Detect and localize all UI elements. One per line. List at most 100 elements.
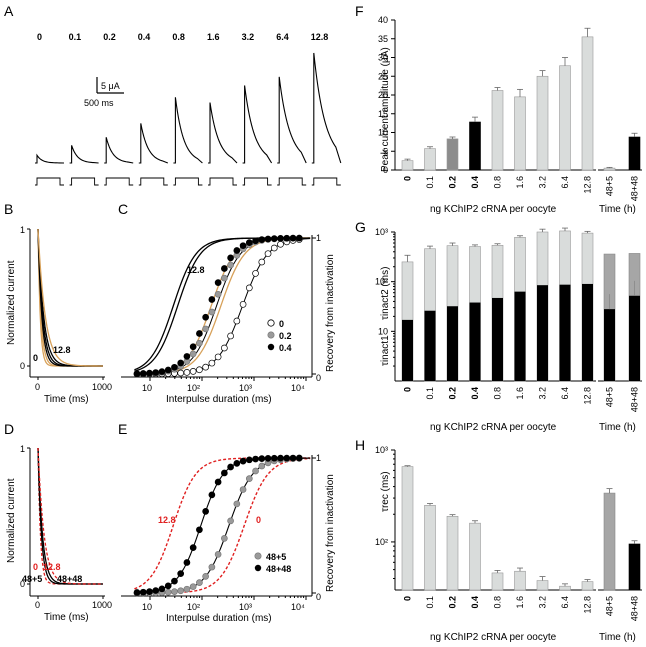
y-tick-label-0: 10² [375, 537, 388, 547]
panel-e-curves [133, 454, 311, 597]
voltage-step-4 [173, 177, 203, 186]
voltage-step-6 [242, 177, 272, 186]
data-point-0-4 [227, 254, 234, 262]
data-point-0-4 [214, 279, 222, 286]
current-trace-4 [173, 97, 203, 164]
bar-fast-6.4 [559, 284, 571, 381]
time-tick-label-0: 48+5 [605, 596, 615, 616]
panel-f-ylabel: Peak current amplitude (μA) [380, 47, 391, 172]
x-tick-label-1: 0.1 [425, 596, 435, 609]
x-tick-label-7: 6.4 [560, 596, 570, 609]
y-tick-label-1: 5 [383, 146, 388, 156]
current-trace-1 [69, 145, 99, 164]
voltage-step-1 [69, 177, 99, 186]
panel-b-annot-0: 0 [33, 353, 38, 363]
panel-b-ytick-1: 1 [20, 225, 25, 235]
panel-c-legend-0: 0 [279, 319, 284, 329]
data-point-0-4 [239, 242, 247, 250]
time-bar-fast-1 [629, 295, 640, 381]
data-point-0-4 [233, 247, 241, 254]
x-tick-label-4: 0.8 [493, 387, 503, 400]
panel-c-axes [121, 235, 316, 381]
data-point-0 [177, 369, 185, 377]
panel-d-xlabel: Time (ms) [44, 612, 89, 623]
panel-e-xtick-100: 10² [187, 602, 200, 612]
data-point-48-5 [164, 588, 172, 596]
data-point-0-4 [196, 330, 203, 337]
data-point-48-5 [239, 486, 247, 493]
data-point-0-4 [183, 353, 191, 360]
x-tick-label-0: 0 [403, 596, 413, 601]
data-point-48-5 [171, 588, 178, 595]
data-point-0-4 [283, 234, 291, 242]
panel-c-legend: 0 0.2 0.4 [267, 319, 292, 353]
y-tick-label-1: 10² [375, 277, 388, 287]
bar-fast-0.4 [469, 302, 481, 381]
data-point-48-48 [208, 491, 216, 499]
data-point-0-4 [164, 366, 172, 374]
bar-0.8 [491, 90, 504, 171]
data-point-48-48 [264, 455, 272, 462]
panel-label-d: D [4, 421, 14, 437]
current-trace-8 [311, 52, 342, 164]
fit-orange [134, 237, 311, 375]
data-point-0-2 [227, 261, 234, 269]
data-point-48-5 [214, 550, 222, 558]
panel-c-xtick-100: 10² [187, 383, 200, 393]
data-point-48-5 [196, 579, 203, 586]
data-point-48-5 [208, 563, 216, 571]
dose-label-6: 3.2 [242, 32, 255, 42]
data-point-48-48 [277, 454, 284, 462]
x-tick-label-2: 0.2 [448, 176, 458, 189]
x-tick-label-5: 1.6 [515, 176, 525, 189]
panel-h-ylabel: τrec (ms) [380, 471, 391, 512]
y-tick-label-5: 25 [378, 71, 388, 81]
bar-3.2 [536, 75, 549, 171]
panel-c-annot-12-8: 12.8 [187, 265, 205, 275]
panel-e-axes [121, 455, 316, 600]
panel-h-chart: 10² 10³ 0 0.1 0.2 0.4 0.8 1.6 3.2 6.4 12.8 48+5 48+4… [375, 445, 642, 621]
data-point-48-5 [189, 583, 197, 591]
bar-0 [401, 160, 414, 171]
x-tick-label-0: 0 [403, 176, 413, 181]
y-tick-label-2: 10 [378, 128, 388, 138]
data-point-0-4 [152, 369, 160, 376]
x-tick-label-8: 12.8 [583, 387, 593, 405]
decay-curve-red-12-8 [37, 447, 103, 585]
x-tick-label-6: 3.2 [538, 387, 548, 400]
bar-0.2 [446, 516, 459, 591]
data-point-0-4 [171, 363, 178, 371]
data-point-0-4 [202, 313, 209, 321]
fit-0-4 [134, 237, 311, 375]
panel-b-ytick-0: 0 [20, 361, 25, 371]
x-tick-label-8: 12.8 [583, 176, 593, 194]
bar-6.4 [559, 65, 571, 171]
panel-b-decay-curves [37, 228, 103, 367]
panel-c-xtick-10000: 10⁴ [291, 383, 305, 393]
dose-label-4: 0.8 [172, 32, 185, 42]
data-point-0 [270, 244, 278, 252]
panel-g-xlabel-time: Time (h) [599, 422, 636, 433]
data-point-0-4 [289, 234, 297, 242]
data-point-48-5 [177, 587, 185, 595]
panel-d-ytick-0: 0 [20, 579, 25, 589]
y-tick-label-2: 10³ [375, 227, 388, 237]
data-point-0-2 [189, 350, 197, 358]
panel-d-xtick-0: 0 [35, 600, 40, 610]
data-point-48-48 [258, 455, 266, 462]
data-point-48-48 [233, 460, 241, 467]
bar-0.1 [424, 148, 436, 171]
y-tick-label-7: 35 [378, 34, 388, 44]
data-point-0-4 [189, 343, 197, 351]
panel-d-decay-curves [37, 447, 103, 585]
y-tick-label-0: 10 [378, 326, 388, 336]
panel-d-ytick-1: 1 [20, 444, 25, 454]
x-tick-label-1: 0.1 [425, 387, 435, 400]
x-tick-label-4: 0.8 [493, 596, 503, 609]
voltage-step-0 [35, 177, 64, 186]
data-point-0 [183, 369, 191, 376]
data-point-48-48 [289, 454, 297, 462]
data-point-48-48 [152, 587, 160, 594]
panel-f-chart: 0 5 10 15 20 25 30 35 40 0 0.1 0.2 0.4 0.8 1.6 3.2 6.4 12… [378, 15, 642, 201]
panel-e-annot-red-12-8: 12.8 [158, 515, 176, 525]
